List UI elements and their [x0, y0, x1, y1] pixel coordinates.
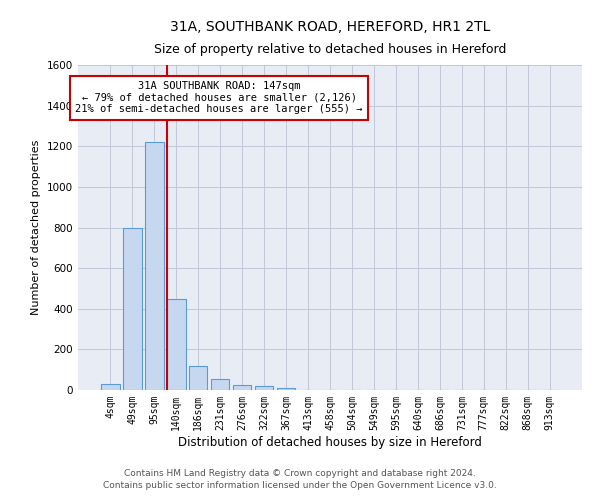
Text: Size of property relative to detached houses in Hereford: Size of property relative to detached ho…: [154, 42, 506, 56]
Bar: [145, 142, 164, 390]
Text: Contains public sector information licensed under the Open Government Licence v3: Contains public sector information licen…: [103, 481, 497, 490]
Text: 31A, SOUTHBANK ROAD, HEREFORD, HR1 2TL: 31A, SOUTHBANK ROAD, HEREFORD, HR1 2TL: [170, 20, 490, 34]
Bar: [233, 385, 251, 390]
X-axis label: Distribution of detached houses by size in Hereford: Distribution of detached houses by size …: [178, 436, 482, 448]
Bar: [189, 366, 208, 390]
Bar: [101, 384, 119, 390]
Bar: [211, 379, 229, 390]
Y-axis label: Number of detached properties: Number of detached properties: [31, 140, 41, 315]
Text: Contains HM Land Registry data © Crown copyright and database right 2024.: Contains HM Land Registry data © Crown c…: [124, 468, 476, 477]
Bar: [277, 388, 295, 390]
Bar: [123, 228, 142, 390]
Text: 31A SOUTHBANK ROAD: 147sqm
← 79% of detached houses are smaller (2,126)
21% of s: 31A SOUTHBANK ROAD: 147sqm ← 79% of deta…: [76, 81, 363, 114]
Bar: [255, 386, 274, 390]
Bar: [167, 298, 185, 390]
